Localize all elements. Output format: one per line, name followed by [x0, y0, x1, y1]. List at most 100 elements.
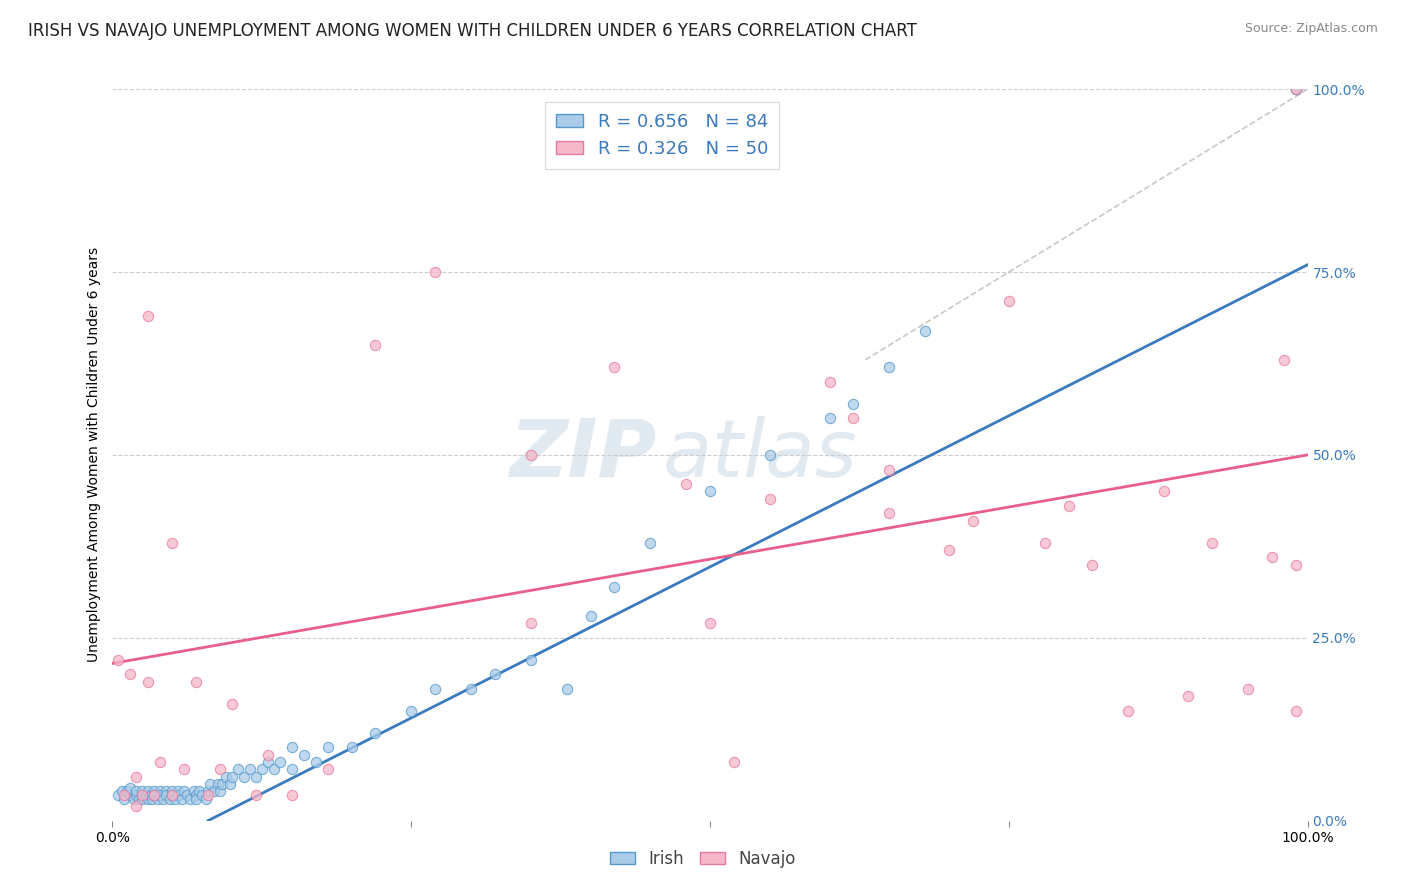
Point: [143, 788, 166, 802]
Point: [879, 462, 901, 476]
Point: [555, 681, 578, 696]
Point: [1153, 484, 1175, 499]
Point: [257, 755, 280, 769]
Point: [759, 448, 782, 462]
Point: [143, 784, 166, 798]
Point: [484, 667, 506, 681]
Point: [167, 788, 190, 802]
Point: [183, 784, 205, 798]
Point: [146, 791, 169, 805]
Point: [209, 784, 232, 798]
Point: [1237, 681, 1260, 696]
Text: atlas: atlas: [662, 416, 858, 494]
Point: [1285, 82, 1308, 96]
Point: [998, 294, 1021, 309]
Point: [269, 755, 291, 769]
Point: [1272, 352, 1295, 367]
Point: [120, 788, 142, 802]
Point: [167, 784, 190, 798]
Point: [122, 791, 145, 805]
Point: [818, 375, 841, 389]
Point: [520, 448, 543, 462]
Point: [640, 535, 662, 549]
Point: [200, 777, 222, 791]
Point: [114, 788, 135, 802]
Legend: Irish, Navajo: Irish, Navajo: [603, 844, 803, 875]
Point: [143, 788, 166, 802]
Point: [173, 763, 195, 777]
Point: [120, 780, 142, 795]
Point: [221, 770, 243, 784]
Text: IRISH VS NAVAJO UNEMPLOYMENT AMONG WOMEN WITH CHILDREN UNDER 6 YEARS CORRELATION: IRISH VS NAVAJO UNEMPLOYMENT AMONG WOMEN…: [28, 22, 917, 40]
Point: [401, 704, 423, 718]
Point: [1201, 535, 1223, 549]
Point: [173, 784, 195, 798]
Point: [425, 681, 447, 696]
Point: [176, 788, 198, 802]
Point: [1118, 704, 1140, 718]
Point: [162, 535, 183, 549]
Text: ZIP: ZIP: [509, 416, 657, 494]
Point: [1261, 550, 1284, 565]
Point: [139, 788, 162, 802]
Point: [221, 697, 243, 711]
Point: [305, 755, 328, 769]
Point: [520, 616, 543, 631]
Point: [1057, 499, 1080, 513]
Point: [699, 484, 721, 499]
Point: [1285, 558, 1308, 572]
Point: [155, 784, 177, 798]
Point: [115, 784, 138, 798]
Point: [520, 653, 543, 667]
Point: [1285, 82, 1308, 96]
Point: [149, 784, 172, 798]
Point: [340, 740, 363, 755]
Point: [1285, 704, 1308, 718]
Point: [226, 763, 249, 777]
Point: [281, 788, 304, 802]
Point: [197, 788, 219, 802]
Point: [425, 265, 447, 279]
Point: [186, 674, 208, 689]
Point: [141, 791, 163, 805]
Point: [159, 791, 181, 805]
Point: [191, 788, 214, 802]
Point: [149, 755, 172, 769]
Point: [125, 770, 148, 784]
Point: [364, 338, 387, 352]
Point: [155, 788, 177, 802]
Point: [209, 763, 232, 777]
Point: [364, 726, 387, 740]
Point: [879, 360, 901, 375]
Point: [962, 514, 984, 528]
Point: [162, 788, 183, 802]
Point: [111, 784, 134, 798]
Point: [138, 791, 160, 805]
Point: [179, 791, 201, 805]
Point: [239, 763, 262, 777]
Point: [114, 791, 135, 805]
Point: [131, 791, 153, 805]
Point: [187, 784, 209, 798]
Point: [263, 763, 285, 777]
Point: [138, 784, 160, 798]
Point: [460, 681, 482, 696]
Point: [759, 491, 782, 506]
Point: [131, 784, 153, 798]
Point: [135, 788, 157, 802]
Point: [842, 411, 865, 425]
Point: [120, 667, 142, 681]
Point: [603, 360, 626, 375]
Point: [316, 763, 339, 777]
Point: [1033, 535, 1056, 549]
Point: [218, 777, 240, 791]
Point: [1177, 690, 1199, 704]
Point: [202, 784, 225, 798]
Point: [938, 543, 960, 558]
Point: [107, 653, 129, 667]
Point: [579, 608, 602, 623]
Point: [281, 740, 304, 755]
Point: [125, 784, 148, 798]
Point: [675, 477, 697, 491]
Point: [138, 309, 160, 323]
